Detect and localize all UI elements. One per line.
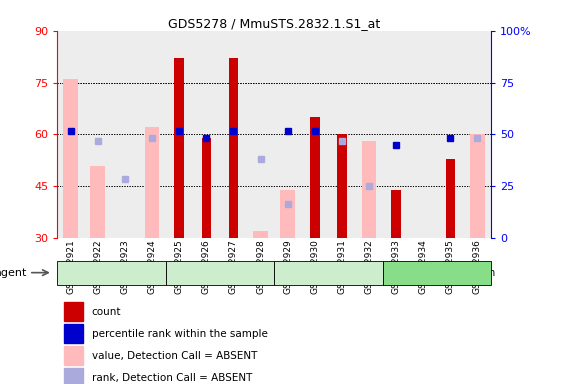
Text: control: control: [94, 268, 128, 278]
Bar: [63, 79, 78, 238]
Bar: [310, 117, 320, 238]
Bar: [280, 190, 295, 238]
Bar: [274, 31, 301, 238]
Text: count: count: [92, 307, 121, 317]
Bar: [337, 134, 347, 238]
Bar: [202, 138, 211, 238]
Bar: [391, 190, 401, 238]
Bar: [464, 31, 491, 238]
Bar: [90, 166, 105, 238]
Text: value, Detection Call = ABSENT: value, Detection Call = ABSENT: [92, 351, 257, 361]
Bar: [63, 303, 83, 321]
Bar: [63, 324, 83, 343]
Bar: [355, 31, 383, 238]
FancyBboxPatch shape: [274, 260, 383, 285]
Bar: [328, 31, 355, 238]
Bar: [383, 31, 410, 238]
Bar: [361, 141, 376, 238]
Text: rank, Detection Call = ABSENT: rank, Detection Call = ABSENT: [92, 372, 252, 382]
Text: agent: agent: [0, 268, 27, 278]
FancyBboxPatch shape: [383, 260, 491, 285]
Bar: [174, 58, 184, 238]
Bar: [63, 368, 83, 384]
Bar: [63, 346, 83, 365]
Bar: [247, 31, 274, 238]
Text: tamoxifen: tamoxifen: [304, 268, 353, 278]
Bar: [228, 58, 238, 238]
FancyBboxPatch shape: [57, 260, 166, 285]
Bar: [166, 31, 192, 238]
Bar: [138, 31, 166, 238]
Bar: [220, 31, 247, 238]
Bar: [410, 31, 437, 238]
Bar: [192, 31, 220, 238]
Bar: [470, 134, 485, 238]
Bar: [437, 31, 464, 238]
Bar: [57, 31, 85, 238]
Bar: [445, 159, 455, 238]
Title: GDS5278 / MmuSTS.2832.1.S1_at: GDS5278 / MmuSTS.2832.1.S1_at: [168, 17, 380, 30]
Bar: [85, 31, 111, 238]
Bar: [111, 31, 138, 238]
Bar: [253, 231, 268, 238]
Text: percentile rank within the sample: percentile rank within the sample: [92, 329, 268, 339]
Bar: [301, 31, 328, 238]
FancyBboxPatch shape: [166, 260, 274, 285]
Text: estradiol: estradiol: [199, 268, 241, 278]
Bar: [144, 127, 159, 238]
Text: estradiol and tamoxifen: estradiol and tamoxifen: [379, 268, 495, 278]
